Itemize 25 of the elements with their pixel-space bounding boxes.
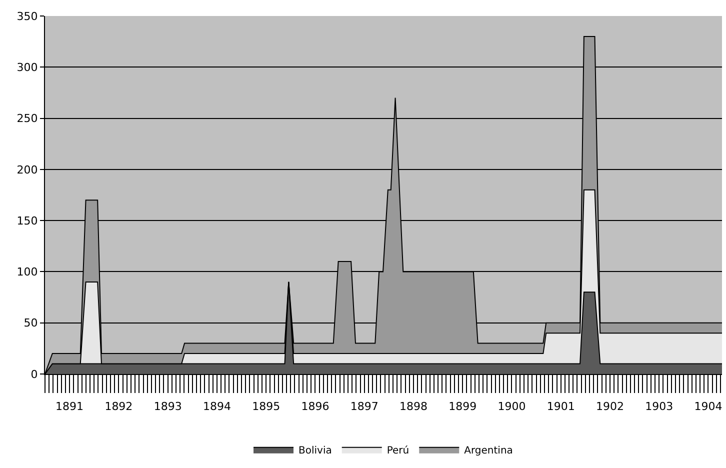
x-tick-label: 1891: [56, 400, 84, 414]
x-tick-label: 1899: [448, 400, 477, 414]
x-tick-label: 1903: [645, 400, 674, 414]
x-tick-label: 1896: [301, 400, 330, 414]
y-tick-label: 350: [16, 10, 38, 23]
x-tick-label: 1898: [399, 400, 428, 414]
y-tick-label: 150: [16, 214, 38, 228]
x-tick-label: 1901: [546, 400, 575, 414]
y-tick-label: 50: [24, 316, 38, 330]
x-tick-label: 1893: [154, 400, 182, 414]
legend-label: Bolivia: [298, 445, 332, 456]
x-tick-label: 1895: [252, 400, 280, 414]
x-tick-label: 1902: [596, 400, 624, 414]
y-tick-label: 0: [30, 368, 38, 381]
x-tick-label: 1900: [498, 400, 526, 414]
x-tick-label: 1894: [202, 400, 231, 414]
legend-label: Argentina: [464, 445, 513, 456]
x-tick-label: 1897: [350, 400, 378, 414]
y-tick-label: 300: [16, 60, 38, 74]
y-tick-label: 200: [16, 163, 38, 176]
y-tick-label: 250: [16, 112, 38, 126]
y-tick-label: 100: [16, 266, 38, 279]
x-tick-label: 1904: [694, 400, 722, 414]
legend-label: Perú: [386, 445, 410, 456]
x-tick-label: 1892: [104, 400, 133, 414]
